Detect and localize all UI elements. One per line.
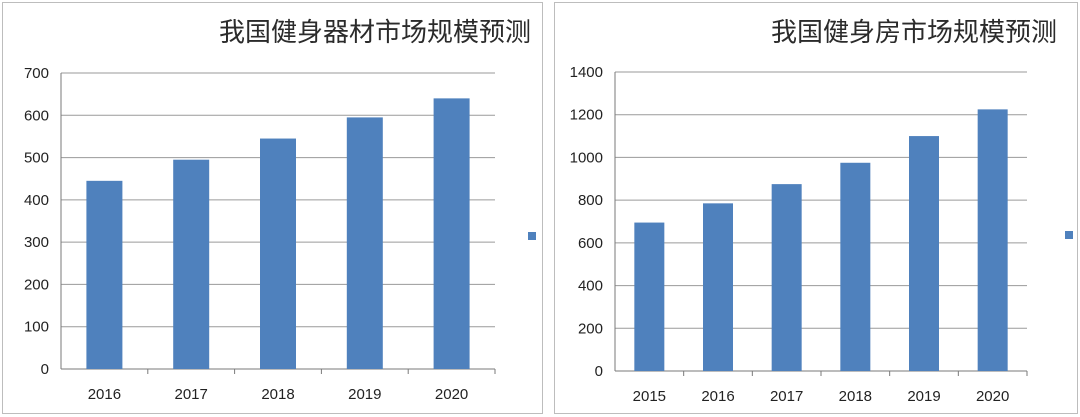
- y-tick-label: 400: [24, 192, 49, 209]
- bar-2017: [173, 159, 210, 369]
- equipment-chart: 我国健身器材市场规模预测 0 100 200 300 400 500 600 700 2016…: [24, 18, 536, 403]
- y-tick-label: 200: [578, 320, 603, 337]
- x-tick-label: 2018: [839, 388, 872, 405]
- y-tick-label: 1400: [570, 64, 603, 81]
- x-tick-label: 2015: [633, 388, 666, 405]
- y-tick-label: 1200: [570, 107, 603, 124]
- x-tick-label: 2016: [88, 386, 121, 403]
- x-tick-label: 2019: [348, 386, 381, 403]
- x-tick-label: 2020: [976, 388, 1009, 405]
- y-tick-label: 400: [578, 278, 603, 295]
- x-tick-label: 2016: [701, 388, 734, 405]
- bar-2017: [771, 184, 802, 371]
- bar-2020: [433, 98, 470, 369]
- legend-marker: [528, 232, 536, 240]
- y-tick-label: 700: [24, 65, 49, 82]
- bar-2015: [634, 222, 665, 371]
- y-tick-label: 600: [24, 107, 49, 124]
- y-tick-label: 800: [578, 192, 603, 209]
- chart-title: 我国健身器材市场规模预测: [219, 18, 531, 48]
- bar-2020: [977, 109, 1008, 371]
- bar-2016: [703, 203, 733, 371]
- chart-panel-gym: 我国健身房市场规模预测 0 200 400 600 800 1000 1200 1400 20…: [554, 2, 1078, 414]
- x-tick-label: 2019: [907, 388, 940, 405]
- bar-2018: [260, 138, 296, 369]
- bar-2019: [909, 136, 939, 371]
- bar-2018: [840, 162, 871, 371]
- gym-chart: 我国健身房市场规模预测 0 200 400 600 800 1000 1200 1400 20…: [570, 18, 1073, 405]
- x-tick-label: 2020: [435, 386, 468, 403]
- y-tick-label: 1000: [570, 149, 603, 166]
- y-tick-label: 0: [41, 361, 49, 378]
- legend-marker: [1065, 231, 1073, 239]
- chart-panel-equipment: 我国健身器材市场规模预测 0 100 200 300 400 500 600 700 2016…: [2, 2, 543, 414]
- y-tick-label: 0: [595, 363, 603, 380]
- y-tick-label: 300: [24, 234, 49, 251]
- y-tick-label: 200: [24, 276, 49, 293]
- x-tick-label: 2017: [175, 386, 208, 403]
- x-tick-label: 2018: [261, 386, 294, 403]
- x-tick-label: 2017: [770, 388, 803, 405]
- y-tick-label: 100: [24, 319, 49, 336]
- bar-2016: [86, 180, 123, 369]
- chart-title: 我国健身房市场规模预测: [771, 18, 1057, 48]
- y-tick-label: 500: [24, 150, 49, 167]
- y-tick-label: 600: [578, 235, 603, 252]
- bar-2019: [346, 117, 383, 370]
